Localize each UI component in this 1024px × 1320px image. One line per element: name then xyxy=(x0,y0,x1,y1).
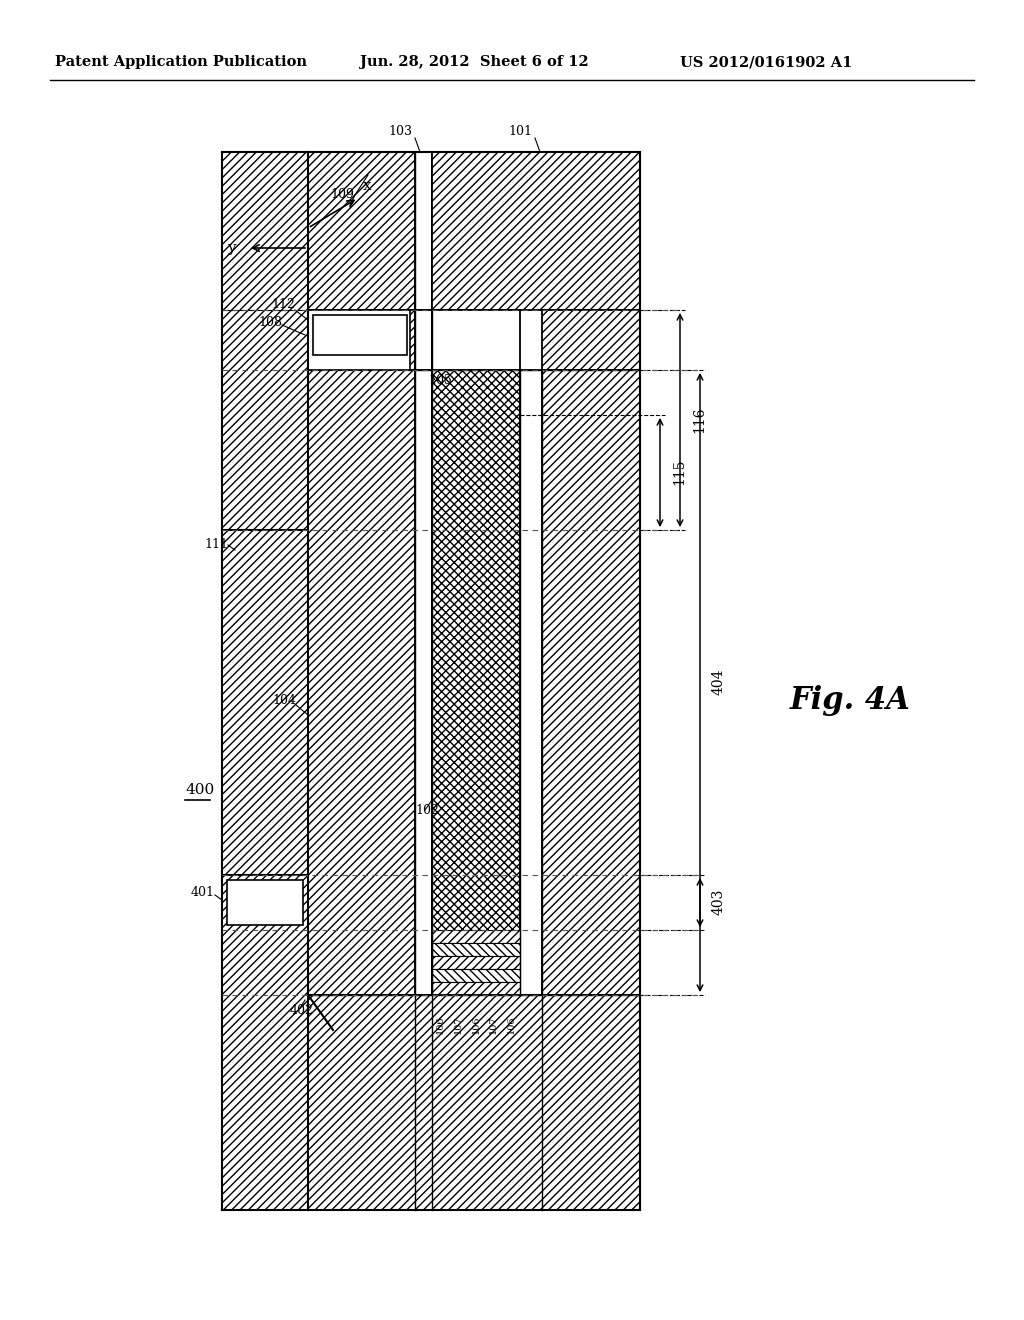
Text: 112: 112 xyxy=(271,298,295,312)
Bar xyxy=(308,310,410,370)
Text: Fig. 4A: Fig. 4A xyxy=(790,685,910,715)
Text: 105: 105 xyxy=(428,374,452,387)
Text: 404: 404 xyxy=(712,669,726,696)
Text: 106: 106 xyxy=(507,1015,516,1034)
Text: 400: 400 xyxy=(185,783,214,797)
Bar xyxy=(415,310,432,370)
Text: 107: 107 xyxy=(454,1015,463,1034)
Bar xyxy=(222,531,308,875)
Bar xyxy=(432,942,520,956)
Text: 403: 403 xyxy=(712,888,726,915)
Text: 401: 401 xyxy=(191,887,215,899)
Bar xyxy=(432,931,520,942)
Text: 101: 101 xyxy=(508,125,532,139)
Bar xyxy=(308,370,415,995)
Text: 106: 106 xyxy=(471,1015,480,1034)
Bar xyxy=(432,152,640,310)
Text: 116: 116 xyxy=(692,407,706,433)
Bar xyxy=(432,370,520,995)
Text: y: y xyxy=(227,242,236,255)
Text: 109: 109 xyxy=(330,189,354,202)
Bar xyxy=(308,995,640,1210)
Text: Jun. 28, 2012  Sheet 6 of 12: Jun. 28, 2012 Sheet 6 of 12 xyxy=(360,55,589,69)
Bar xyxy=(227,880,303,925)
Bar xyxy=(308,310,415,370)
Text: x: x xyxy=(362,180,372,193)
Bar xyxy=(222,875,308,1210)
Bar xyxy=(415,370,432,995)
Text: 111: 111 xyxy=(204,539,228,552)
Text: 102: 102 xyxy=(415,804,439,817)
Bar xyxy=(222,152,308,531)
Bar xyxy=(308,152,415,310)
Bar xyxy=(432,982,520,995)
Text: Patent Application Publication: Patent Application Publication xyxy=(55,55,307,69)
Text: 108: 108 xyxy=(258,315,282,329)
Bar xyxy=(432,310,520,370)
Text: 107: 107 xyxy=(489,1015,498,1034)
Bar xyxy=(432,956,520,969)
Text: 106: 106 xyxy=(436,1015,445,1034)
Bar xyxy=(432,969,520,982)
Bar xyxy=(520,370,542,995)
Text: 103: 103 xyxy=(388,125,412,139)
Bar xyxy=(313,315,407,355)
Bar xyxy=(415,152,432,310)
Text: US 2012/0161902 A1: US 2012/0161902 A1 xyxy=(680,55,852,69)
Bar xyxy=(542,370,640,995)
Text: 115: 115 xyxy=(672,459,686,486)
Bar xyxy=(542,310,640,370)
Text: 402: 402 xyxy=(290,1003,314,1016)
Text: 104: 104 xyxy=(272,693,296,706)
